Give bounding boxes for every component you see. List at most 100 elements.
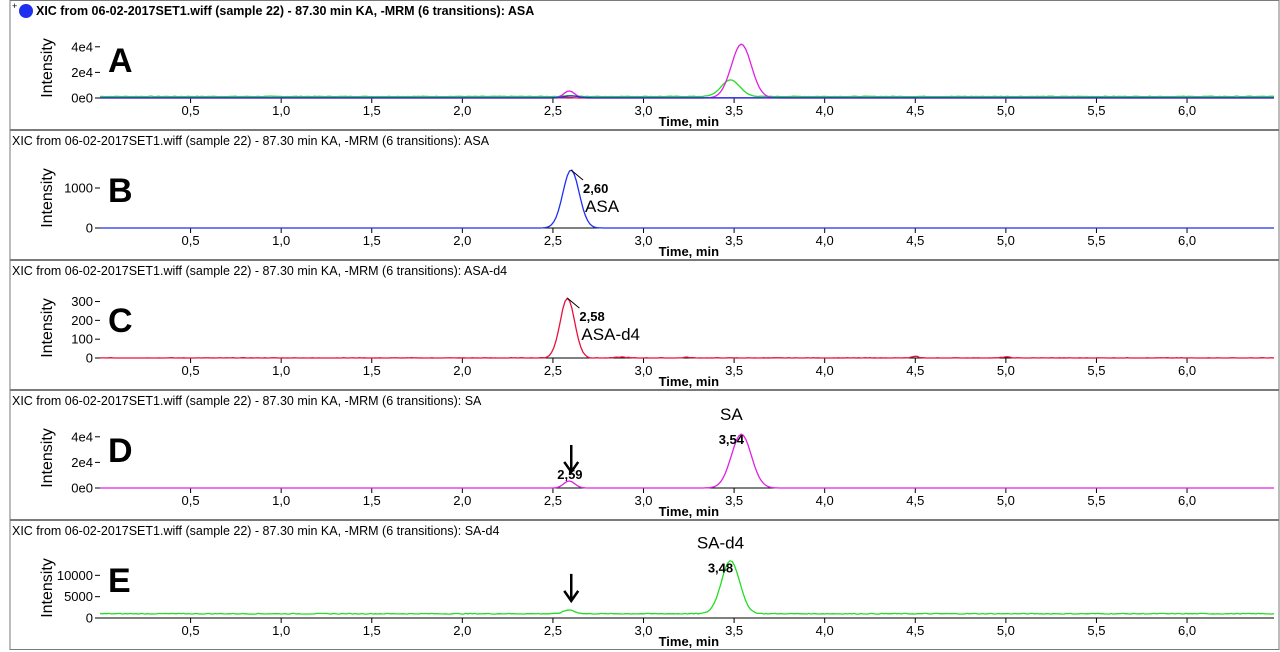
x-tick-label: 4,5 (906, 363, 924, 378)
x-tick-label: 0,5 (182, 103, 200, 118)
x-axis-title: Time, min (659, 114, 720, 129)
down-arrow-icon (563, 461, 580, 475)
x-tick-label: 3,5 (725, 363, 743, 378)
x-tick-label: 5,5 (1087, 623, 1105, 638)
x-tick-label: 4,5 (906, 103, 924, 118)
panel-b: XIC from 06-02-2017SET1.wiff (sample 22)… (9, 130, 1280, 260)
panel-border (9, 390, 1280, 520)
x-tick-label: 2,5 (544, 103, 562, 118)
x-tick-label: 2,0 (453, 493, 471, 508)
y-axis-label: Intensity (39, 168, 56, 228)
panel-title: XIC from 06-02-2017SET1.wiff (sample 22)… (12, 134, 490, 148)
x-tick-label: 1,5 (363, 623, 381, 638)
series-magenta-line (100, 43, 1274, 99)
panel-border (9, 260, 1280, 390)
panel-title: XIC from 06-02-2017SET1.wiff (sample 22)… (12, 264, 507, 278)
panel-e: XIC from 06-02-2017SET1.wiff (sample 22)… (9, 520, 1280, 650)
peak-rt-label: 3,48 (708, 561, 733, 576)
peak-name-label: ASA (585, 197, 620, 216)
x-tick-label: 4,5 (906, 493, 924, 508)
x-tick-label: 1,5 (363, 233, 381, 248)
y-tick-label: 2e4 (71, 65, 93, 80)
y-tick-label: 100 (71, 332, 93, 347)
panel-letter: E (108, 562, 131, 600)
x-tick-label: 3,5 (725, 233, 743, 248)
x-tick-label: 1,5 (363, 103, 381, 118)
panel-letter: A (108, 42, 133, 80)
panel-a: + XIC from 06-02-2017SET1.wiff (sample 22… (9, 0, 1280, 130)
x-tick-label: 1,0 (272, 493, 290, 508)
x-tick-label: 5,5 (1087, 233, 1105, 248)
panel-border (9, 130, 1280, 260)
x-tick-label: 3,0 (634, 623, 652, 638)
x-tick-label: 3,5 (725, 103, 743, 118)
peak-leader-line (567, 297, 580, 309)
x-tick-label: 4,5 (906, 623, 924, 638)
panel-title: XIC from 06-02-2017SET1.wiff (sample 22)… (12, 524, 499, 538)
x-tick-label: 5,0 (997, 233, 1015, 248)
x-tick-label: 4,0 (816, 363, 834, 378)
peak-name-label: ASA-d4 (581, 325, 640, 344)
series-magenta-line (100, 433, 1274, 489)
x-tick-label: 5,5 (1087, 493, 1105, 508)
y-tick-label: 0 (86, 351, 93, 366)
x-tick-label: 5,5 (1087, 363, 1105, 378)
peak-name-label: SA (720, 405, 743, 424)
panel-border (9, 0, 1280, 130)
series-blue-line (100, 169, 1274, 229)
panel-title: XIC from 06-02-2017SET1.wiff (sample 22)… (36, 4, 534, 18)
x-tick-label: 3,0 (634, 363, 652, 378)
y-tick-label: 1000 (64, 181, 93, 196)
x-tick-label: 5,0 (997, 103, 1015, 118)
panel-title: XIC from 06-02-2017SET1.wiff (sample 22)… (12, 394, 482, 408)
x-tick-label: 4,0 (816, 103, 834, 118)
y-tick-label: 0 (86, 611, 93, 626)
x-tick-label: 1,5 (363, 493, 381, 508)
x-tick-label: 2,0 (453, 363, 471, 378)
panel-letter: C (108, 302, 133, 340)
series-green-line (99, 560, 1275, 615)
x-tick-label: 1,0 (272, 623, 290, 638)
panel-border (9, 520, 1280, 650)
y-tick-label: 0 (86, 221, 93, 236)
y-axis-label: Intensity (39, 298, 56, 358)
x-tick-label: 4,0 (816, 623, 834, 638)
x-tick-label: 0,5 (182, 623, 200, 638)
x-tick-label: 3,0 (634, 103, 652, 118)
x-tick-label: 3,5 (725, 493, 743, 508)
y-axis-label: Intensity (39, 38, 56, 98)
x-tick-label: 6,0 (1178, 233, 1196, 248)
x-tick-label: 6,0 (1178, 103, 1196, 118)
x-tick-label: 0,5 (182, 363, 200, 378)
x-tick-label: 0,5 (182, 233, 200, 248)
peak-rt-label: 2,58 (579, 309, 604, 324)
y-tick-label: 0e0 (71, 481, 93, 496)
peak-rt-label: 2,59 (557, 467, 582, 482)
x-tick-label: 4,0 (816, 233, 834, 248)
series-red-line (100, 297, 1275, 359)
x-tick-label: 2,0 (453, 623, 471, 638)
x-tick-label: 6,0 (1178, 493, 1196, 508)
x-tick-label: 1,0 (272, 103, 290, 118)
x-tick-label: 3,0 (634, 493, 652, 508)
panel-d: XIC from 06-02-2017SET1.wiff (sample 22)… (9, 390, 1280, 520)
x-tick-label: 0,5 (182, 493, 200, 508)
panel-letter: D (108, 432, 133, 470)
panel-letter: B (108, 172, 133, 210)
y-tick-label: 300 (71, 294, 93, 309)
y-tick-label: 10000 (57, 568, 93, 583)
x-tick-label: 1,0 (272, 233, 290, 248)
peak-leader-line (570, 169, 584, 181)
x-tick-label: 6,0 (1178, 623, 1196, 638)
x-axis-title: Time, min (659, 504, 720, 519)
y-axis-label: Intensity (39, 558, 56, 618)
y-tick-label: 2e4 (71, 455, 93, 470)
series-blue-line (100, 95, 1274, 99)
x-tick-label: 1,5 (363, 363, 381, 378)
series-green-line (99, 79, 1274, 98)
x-tick-label: 2,5 (544, 363, 562, 378)
y-tick-label: 200 (71, 313, 93, 328)
x-tick-label: 2,0 (453, 103, 471, 118)
x-tick-label: 4,0 (816, 493, 834, 508)
